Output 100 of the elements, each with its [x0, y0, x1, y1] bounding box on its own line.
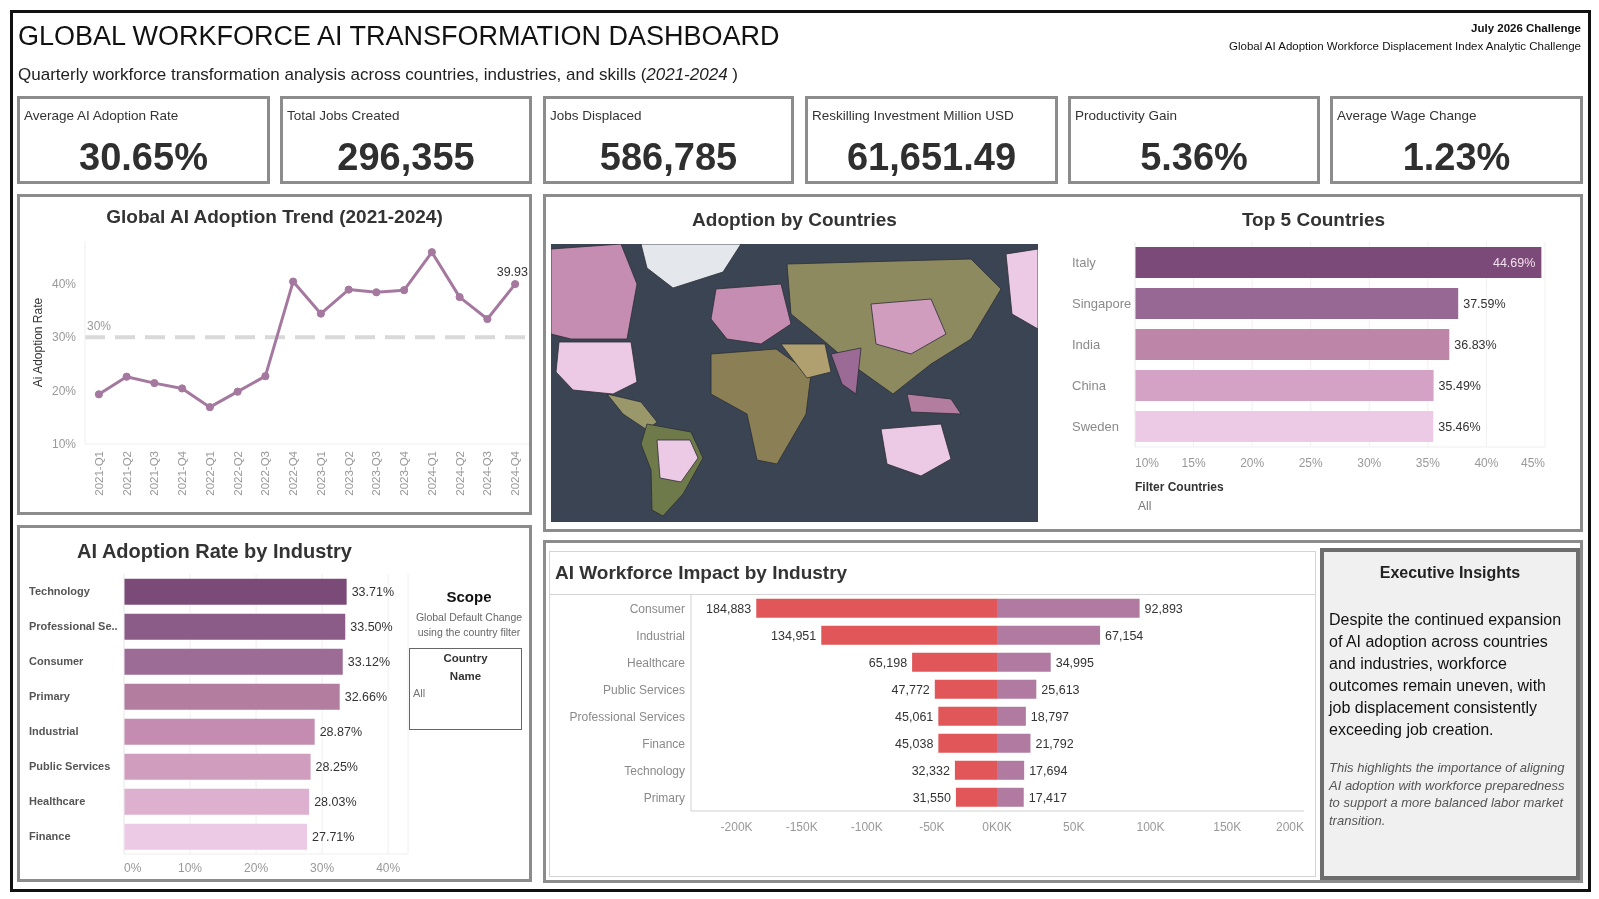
- x-tick-label: 15%: [1181, 456, 1206, 470]
- x-tick-label: 150K: [1213, 820, 1242, 834]
- x-tick-label: 30%: [1357, 456, 1382, 470]
- data-label: 28.03%: [314, 795, 357, 810]
- point: [261, 372, 270, 381]
- data-label: 45,061: [895, 709, 934, 724]
- x-tick-label: 45%: [1520, 456, 1546, 470]
- chart-title: Top 5 Countries: [1240, 208, 1387, 232]
- y-tick-label: Italy: [1072, 255, 1097, 271]
- x-tick-label: 100K: [1136, 820, 1165, 834]
- point: [400, 286, 409, 295]
- y-tick-label: Finance: [29, 830, 71, 843]
- x-tick-label: 20%: [244, 861, 269, 875]
- point: [344, 285, 353, 294]
- x-tick-label: 50K: [1063, 820, 1085, 834]
- y-tick-label: 20%: [51, 383, 77, 398]
- chart-title: AI Workforce Impact by Industry: [550, 552, 997, 595]
- y-tick-label: Finance: [642, 736, 686, 751]
- x-tick-label: 2023-Q3: [370, 451, 383, 496]
- data-label: 25,613: [1041, 682, 1080, 697]
- data-label: 37.59%: [1463, 296, 1506, 311]
- x-tick-label: 2022-Q2: [231, 451, 244, 496]
- x-tick-label: 0K: [997, 820, 1012, 834]
- data-label: 31,550: [912, 790, 951, 805]
- data-label: 17,417: [1028, 790, 1068, 805]
- data-label: 35.46%: [1438, 419, 1481, 434]
- point: [150, 379, 159, 388]
- y-tick-label: 10%: [51, 437, 77, 452]
- x-tick-label: 30%: [310, 861, 335, 875]
- text: 1.23%: [1401, 135, 1512, 179]
- data-label: 47,772: [891, 682, 930, 697]
- data-label: 67,154: [1105, 628, 1144, 643]
- text: All: [1138, 498, 1152, 514]
- data-label: 27.71%: [312, 830, 355, 845]
- bar: [124, 823, 308, 850]
- y-tick-label: Singapore: [1072, 296, 1132, 312]
- data-label: 28.25%: [315, 760, 358, 775]
- x-tick-label: 200K: [1275, 820, 1304, 834]
- text: Adoption by Countries: [691, 208, 898, 232]
- bar: [124, 613, 346, 640]
- text: Productivity Gain: [1075, 108, 1178, 124]
- x-tick-label: 2022-Q4: [287, 450, 300, 496]
- text: Total Jobs Created: [287, 108, 400, 124]
- x-tick-label: 25%: [1298, 456, 1324, 470]
- data-label: 33.71%: [351, 585, 395, 600]
- text: Filter Countries: [1135, 479, 1224, 495]
- y-tick-label: Sweden: [1072, 419, 1119, 435]
- text: 586,785: [598, 135, 739, 179]
- bar: [124, 683, 340, 710]
- text: Average Wage Change: [1337, 108, 1477, 124]
- text: 296,355: [336, 135, 476, 179]
- text: Average AI Adoption Rate: [24, 108, 179, 124]
- filter-box: Country Name All: [409, 648, 522, 730]
- x-tick-label: 2024-Q2: [453, 451, 466, 496]
- text: Executive Insights: [1378, 563, 1522, 583]
- data-label: 28.87%: [319, 725, 363, 740]
- x-tick-label: 40%: [376, 861, 401, 875]
- data-label: 134,951: [771, 628, 817, 643]
- text: Despite the continued expansion of AI adoption across countries and industries, workforce outcomes remain uneven, with job displacement consistently exceeding job creation.: [1329, 610, 1563, 740]
- y-tick-label: Industrial: [636, 628, 685, 643]
- point: [372, 288, 381, 297]
- text: This highlights the importance of aligning AI adoption with workforce preparedness to support a more balanced labor market transition.: [1329, 759, 1566, 829]
- y-tick-label: Professional Se..: [29, 620, 118, 633]
- y-tick-label: Public Services: [602, 682, 685, 697]
- x-tick-label: 40%: [1474, 456, 1499, 470]
- y-tick-label: Professional Services: [569, 709, 685, 724]
- text: Scope: [445, 587, 493, 607]
- text: Global AI Adoption Workforce Displacement Index Analytic Challenge: [1228, 39, 1581, 53]
- x-tick-label: 2024-Q3: [481, 451, 494, 496]
- y-tick-label: Primary: [29, 690, 71, 703]
- x-tick-label: -150K: [785, 820, 818, 834]
- data-label: 32,332: [911, 763, 950, 778]
- point: [289, 277, 298, 286]
- y-axis-title: Ai Adoption Rate: [31, 297, 46, 388]
- text: 5.36%: [1139, 135, 1249, 179]
- text: July 2026 Challenge: [1471, 21, 1581, 35]
- x-tick-label: 2021-Q3: [148, 451, 161, 496]
- bar: [124, 753, 311, 780]
- x-tick-label: 2024-Q1: [425, 451, 438, 496]
- point: [205, 403, 214, 412]
- point: [122, 372, 131, 381]
- x-tick-label: 10%: [178, 861, 203, 875]
- data-label: 17,694: [1029, 763, 1068, 778]
- data-label: 44.69%: [1492, 255, 1536, 270]
- chart-title: AI Adoption Rate by Industry: [76, 539, 353, 564]
- y-tick-label: Consumer: [629, 601, 685, 616]
- bar: [124, 578, 347, 605]
- data-label: 92,893: [1144, 601, 1183, 616]
- y-tick-label: 40%: [51, 276, 77, 291]
- text: 30.65%: [78, 135, 209, 179]
- y-tick-label: China: [1072, 378, 1107, 394]
- x-tick-label: 10%: [1135, 456, 1160, 470]
- x-tick-label: 2023-Q2: [342, 451, 355, 496]
- x-tick-label: 2021-Q4: [176, 450, 189, 496]
- point: [455, 292, 464, 302]
- point: [178, 384, 187, 393]
- y-tick-label: India: [1072, 337, 1101, 353]
- y-tick-label: Industrial: [29, 725, 79, 738]
- x-tick-label: 20%: [1240, 456, 1265, 470]
- y-tick-label: Healthcare: [29, 795, 86, 808]
